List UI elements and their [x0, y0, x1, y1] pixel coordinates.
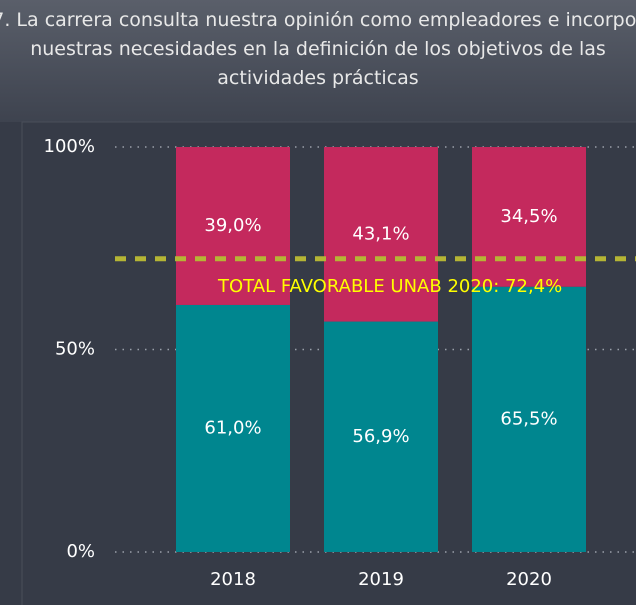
reference-label: TOTAL FAVORABLE UNAB 2020: 72,4%	[217, 276, 562, 297]
y-tick-label: 100%	[44, 136, 95, 157]
bar-segment	[324, 321, 438, 552]
data-label: 65,5%	[500, 408, 557, 429]
chart-title: 07. La carrera consulta nuestra opinión …	[0, 9, 636, 89]
title-band: 07. La carrera consulta nuestra opinión …	[0, 0, 636, 122]
frame	[21, 121, 636, 605]
bar-segment	[176, 304, 290, 552]
y-tick-label: 0%	[66, 541, 95, 562]
data-label: 61,0%	[204, 417, 261, 438]
y-tick-label: 50%	[55, 339, 95, 360]
data-label: 34,5%	[500, 206, 557, 227]
bar-segment	[324, 147, 438, 322]
data-label: 56,9%	[352, 426, 409, 447]
x-tick-label: 2019	[358, 569, 404, 590]
data-label: 39,0%	[204, 215, 261, 236]
bar-segment	[472, 286, 586, 552]
bar-segment	[472, 147, 586, 287]
bar-segment	[176, 147, 290, 305]
x-tick-label: 2018	[210, 569, 256, 590]
x-tick-label: 2020	[506, 569, 552, 590]
data-label: 43,1%	[352, 223, 409, 244]
